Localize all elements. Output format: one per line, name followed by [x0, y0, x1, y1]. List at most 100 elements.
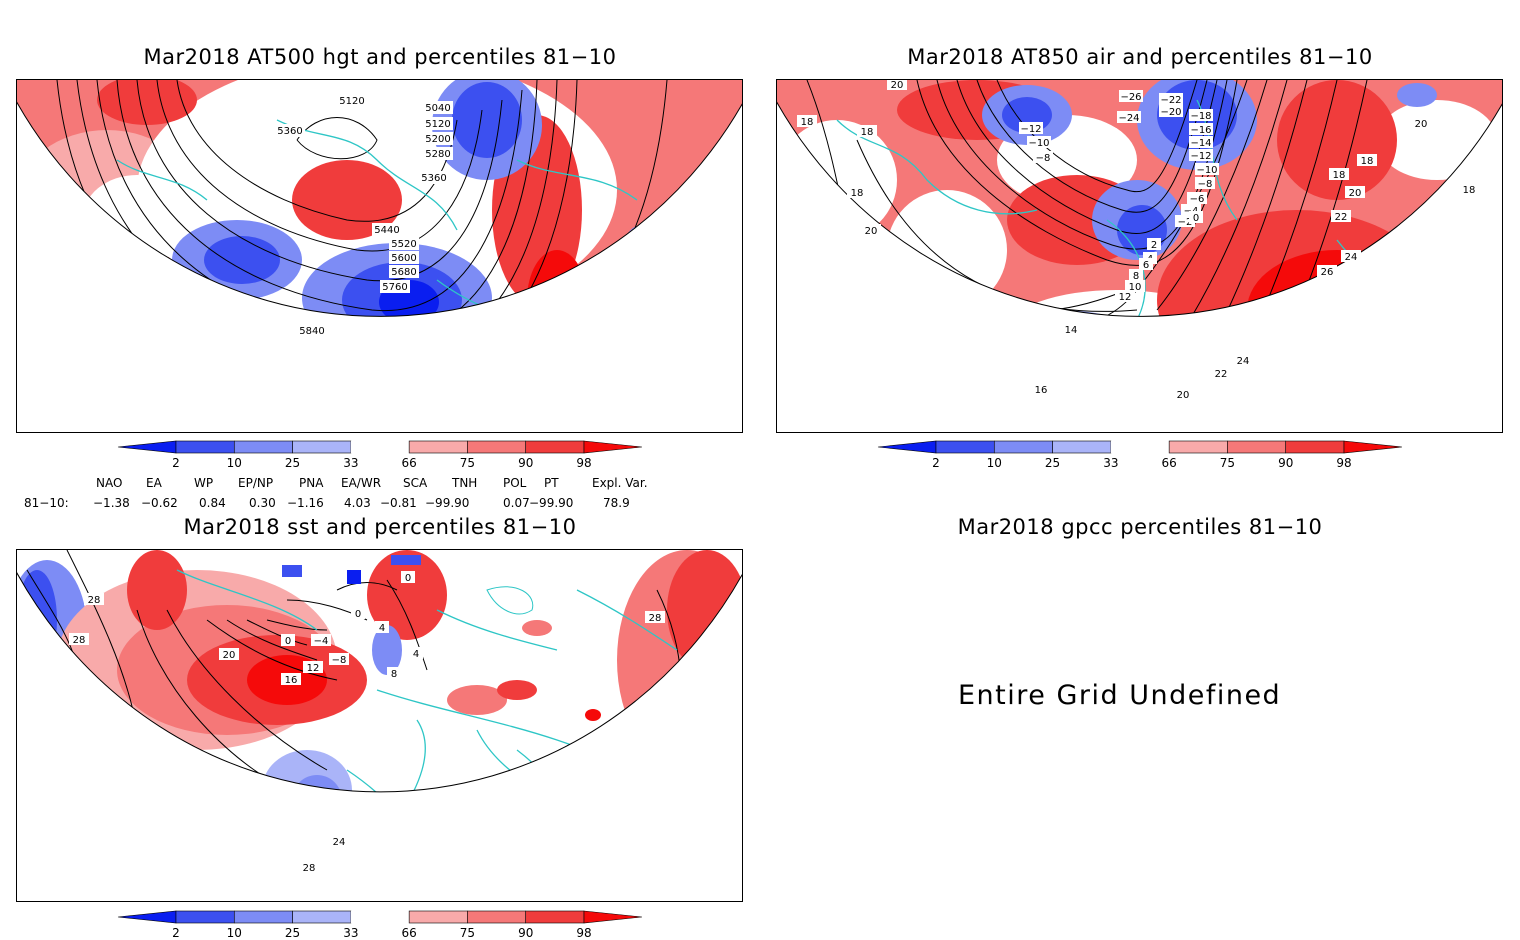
contour-label: −8: [329, 653, 349, 666]
colorbar-segment: [467, 440, 527, 454]
svg-text:−10: −10: [1196, 165, 1217, 176]
contour-label: 20: [219, 648, 239, 661]
svg-text:6: 6: [1143, 260, 1149, 271]
svg-text:−6: −6: [1190, 194, 1205, 205]
svg-text:18: 18: [1361, 156, 1374, 167]
contour-label: 0: [351, 607, 365, 620]
svg-text:2: 2: [1151, 240, 1157, 251]
contour-label: 26: [1317, 265, 1337, 278]
svg-text:−12: −12: [1190, 151, 1211, 162]
contour-label: 5840: [297, 324, 327, 337]
colorbar-segment: [1285, 440, 1345, 454]
contour-label: −8: [1195, 177, 1215, 190]
contour-label: 10: [1125, 280, 1145, 293]
colorbar-tick-label: 98: [1336, 456, 1351, 470]
contour-label: −24: [1117, 111, 1141, 124]
index-header: POL: [503, 476, 527, 490]
svg-text:−8: −8: [1198, 179, 1213, 190]
contour-label: 0: [401, 571, 415, 584]
contour-label: −12: [1019, 122, 1043, 135]
svg-text:5120: 5120: [425, 119, 450, 130]
colorbar-segment: [117, 910, 177, 924]
contour-label: 12: [303, 661, 323, 674]
colorbar-segment: [292, 440, 352, 454]
contour-label: 28: [69, 633, 89, 646]
svg-text:10: 10: [1129, 282, 1142, 293]
teleconnection-table: NAO EA WP EP/NP PNA EA/WR SCA TNH POL PT…: [0, 474, 760, 510]
air850-map-panel: 20 18 18 18 20 −12 −10 −8 −26 −24 −22 −2…: [776, 79, 1503, 433]
index-value: 0.84: [199, 496, 226, 510]
sst-map-panel: 28 28 20 16 12 0 −4 −8 0 4 8 4 24 28 28 …: [16, 549, 743, 902]
contour-label: 8: [1129, 269, 1143, 282]
index-header: PNA: [299, 476, 324, 490]
svg-text:20: 20: [1177, 390, 1190, 401]
gpcc-title: Mar2018 gpcc percentiles 81−10: [957, 515, 1323, 539]
colorbar-tick-label: 75: [1220, 456, 1235, 470]
svg-text:24: 24: [1237, 356, 1250, 367]
svg-text:22: 22: [1215, 369, 1228, 380]
svg-text:−18: −18: [1190, 111, 1211, 122]
colorbar-tick-label: 90: [518, 926, 533, 940]
contour-label: 5600: [389, 251, 419, 264]
contour-label: 4: [375, 621, 389, 634]
colorbar-segment: [350, 911, 410, 923]
svg-text:5680: 5680: [391, 267, 416, 278]
colorbar-tick-label: 66: [402, 456, 417, 470]
contour-label: 14: [1061, 323, 1081, 336]
svg-text:4: 4: [413, 649, 419, 660]
contour-label: 5760: [380, 280, 410, 293]
contour-label: 5360: [419, 171, 449, 184]
index-value: 0.07: [503, 496, 530, 510]
colorbar-segment: [1052, 440, 1112, 454]
sst-colorbar: 2 10 25 33 66 75 90 98: [117, 910, 643, 940]
colorbar-segment: [467, 910, 527, 924]
colorbar-segment: [525, 440, 585, 454]
svg-text:18: 18: [1463, 185, 1476, 196]
svg-text:−12: −12: [1020, 124, 1041, 135]
colorbar-tick-label: 98: [576, 456, 591, 470]
contour-label: 5200: [423, 132, 453, 145]
contour-label: 2: [1147, 238, 1161, 251]
colorbar-segment: [117, 440, 177, 454]
colorbar-segment: [877, 440, 937, 454]
contour-label: 18: [797, 115, 817, 128]
svg-text:20: 20: [223, 650, 236, 661]
svg-text:5840: 5840: [299, 326, 324, 337]
index-header: EA: [146, 476, 162, 490]
colorbar-tick-label: 90: [1278, 456, 1293, 470]
index-header: EA/WR: [341, 476, 382, 490]
svg-text:5360: 5360: [277, 126, 302, 137]
contour-label: 8: [387, 667, 401, 680]
contour-label: 16: [281, 673, 301, 686]
svg-text:8: 8: [391, 669, 397, 680]
colorbar-tick-label: 66: [1162, 456, 1177, 470]
contour-label: −10: [1195, 163, 1219, 176]
colorbar-segment: [233, 910, 293, 924]
colorbar-tick-label: 75: [460, 456, 475, 470]
contour-label: 20: [887, 80, 907, 91]
colorbar-segment: [175, 910, 235, 924]
colorbar-segment: [993, 440, 1053, 454]
svg-text:18: 18: [861, 127, 874, 138]
colorbar-tick-label: 2: [172, 926, 180, 940]
contour-label: −18: [1189, 109, 1213, 122]
svg-text:20: 20: [1415, 119, 1428, 130]
contour-label: 28: [645, 611, 665, 624]
colorbar-tick-label: 10: [987, 456, 1002, 470]
colorbar-segment: [1343, 440, 1403, 454]
colorbar-segment: [525, 910, 585, 924]
index-value: −99.90: [529, 496, 574, 510]
air850-map: 20 18 18 18 20 −12 −10 −8 −26 −24 −22 −2…: [777, 80, 1502, 401]
svg-text:5120: 5120: [339, 96, 364, 107]
index-header: WP: [194, 476, 214, 490]
index-header: TNH: [452, 476, 478, 490]
svg-text:5600: 5600: [391, 253, 416, 264]
svg-text:0: 0: [1193, 213, 1199, 224]
contour-label: 18: [1329, 168, 1349, 181]
contour-label: −26: [1119, 90, 1143, 103]
contour-label: 22: [1331, 210, 1351, 223]
svg-text:28: 28: [303, 863, 316, 874]
svg-text:−22: −22: [1160, 95, 1181, 106]
contour-label: 12: [1115, 290, 1135, 303]
contour-label: −6: [1187, 192, 1207, 205]
